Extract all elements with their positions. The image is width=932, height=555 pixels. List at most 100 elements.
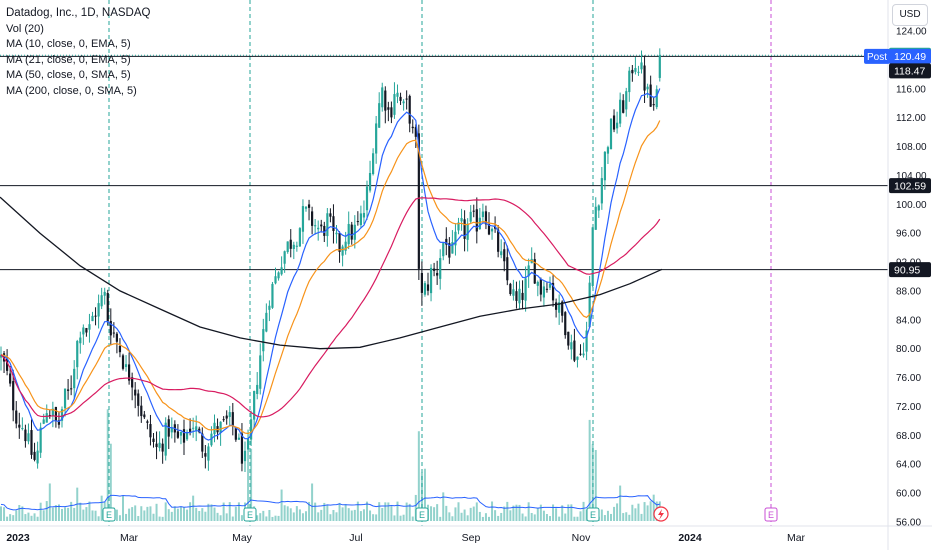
legend-sma50[interactable]: MA (50, close, 0, SMA, 5) [6,69,131,81]
candle-body [365,186,369,211]
currency-button[interactable]: USD [892,4,928,26]
legend-ema10[interactable]: MA (10, close, 0, EMA, 5) [6,38,131,50]
candle-body [268,305,271,310]
candle-body [582,353,585,356]
candle-body [439,258,442,279]
candle-body [57,420,61,425]
candle-body [594,206,597,230]
candle-body [246,438,250,450]
candle-body [311,211,314,226]
volume-bar [433,507,436,521]
sma200-line [0,196,663,350]
earnings-marker[interactable] [415,507,429,522]
volume-bar [85,507,88,521]
volume-bar [125,513,128,521]
candle-body [118,346,122,353]
legend-volume[interactable]: Vol (20) [6,22,44,35]
candle-body [45,413,48,423]
volume-bar [387,502,390,521]
candle-body [384,90,387,111]
candle-body [612,115,616,130]
volume-bar [42,510,45,521]
volume-bar [329,514,332,521]
volume-bar [173,506,176,521]
candle-body [533,259,536,284]
volume-bar [570,504,573,521]
earnings-marker[interactable] [102,507,116,522]
volume-bar [3,507,6,521]
volume-bar [445,505,448,521]
volume-bar [344,504,347,521]
volume-bar [308,501,311,521]
volume-bar [576,516,579,521]
candle-body [24,429,27,442]
candle-body [124,364,128,368]
candle-body [131,377,134,388]
y-tick-label: 80.00 [896,344,921,355]
volume-bar [384,502,387,521]
candle-body [442,243,445,257]
candle-body [375,123,378,154]
candle-body [304,206,308,209]
candle-body [463,219,466,239]
earnings-marker[interactable] [243,507,257,522]
candle-body [79,337,82,344]
volume-bar [268,510,271,521]
candle-body [536,281,539,286]
candle-body [213,422,216,435]
candle-body [490,228,494,232]
volume-bar [375,514,378,521]
volume-bar [634,508,637,521]
volume-bar [259,513,262,521]
candle-body [619,99,622,124]
candle-body [512,289,515,296]
candle-body [515,291,518,301]
candle-body [106,292,109,322]
candle-body [6,358,9,371]
candle-body [597,205,600,211]
candle-body [408,95,411,124]
candle-body [109,320,112,336]
y-tick-label: 104.00 [896,171,927,182]
candle-body [344,241,347,251]
volume-bar [497,515,500,521]
volume-bar [420,472,423,521]
volume-bar [143,510,146,521]
earnings-marker-label: E [768,510,774,520]
volume-bar [457,502,460,521]
volume-bar [295,506,298,521]
candle-body [466,223,469,240]
volume-bar [326,504,329,521]
y-tick-label: 100.00 [896,200,927,211]
candle-body [603,151,606,181]
volume-bar [442,492,445,521]
candle-body [341,246,344,256]
candle-body [576,356,579,360]
candle-body [15,410,18,424]
volume-bar [298,509,301,521]
candle-body [219,421,222,433]
volume-bar [67,507,70,521]
volume-bar [649,501,652,521]
earnings-marker[interactable] [586,507,600,522]
volume-bar [411,516,414,521]
legend-ema21[interactable]: MA (21, close, 0, EMA, 5) [6,53,131,66]
volume-bar [613,506,616,521]
candle-body [271,283,274,308]
volume-bar [286,506,289,521]
volume-bar [283,505,286,521]
volume-bar [274,515,277,521]
volume-bar [341,507,344,521]
candle-body [433,268,436,271]
earnings-marker[interactable] [764,507,778,522]
volume-bar [27,512,30,521]
candle-body [631,69,634,74]
volume-bar [652,494,655,521]
x-tick-label: Mar [787,532,806,544]
legend-sma200[interactable]: MA (200, close, 0, SMA, 5) [6,84,137,97]
volume-bar [439,516,442,521]
candle-body [518,288,521,304]
y-tick-label: 112.00 [896,113,926,124]
volume-bar [488,516,490,521]
